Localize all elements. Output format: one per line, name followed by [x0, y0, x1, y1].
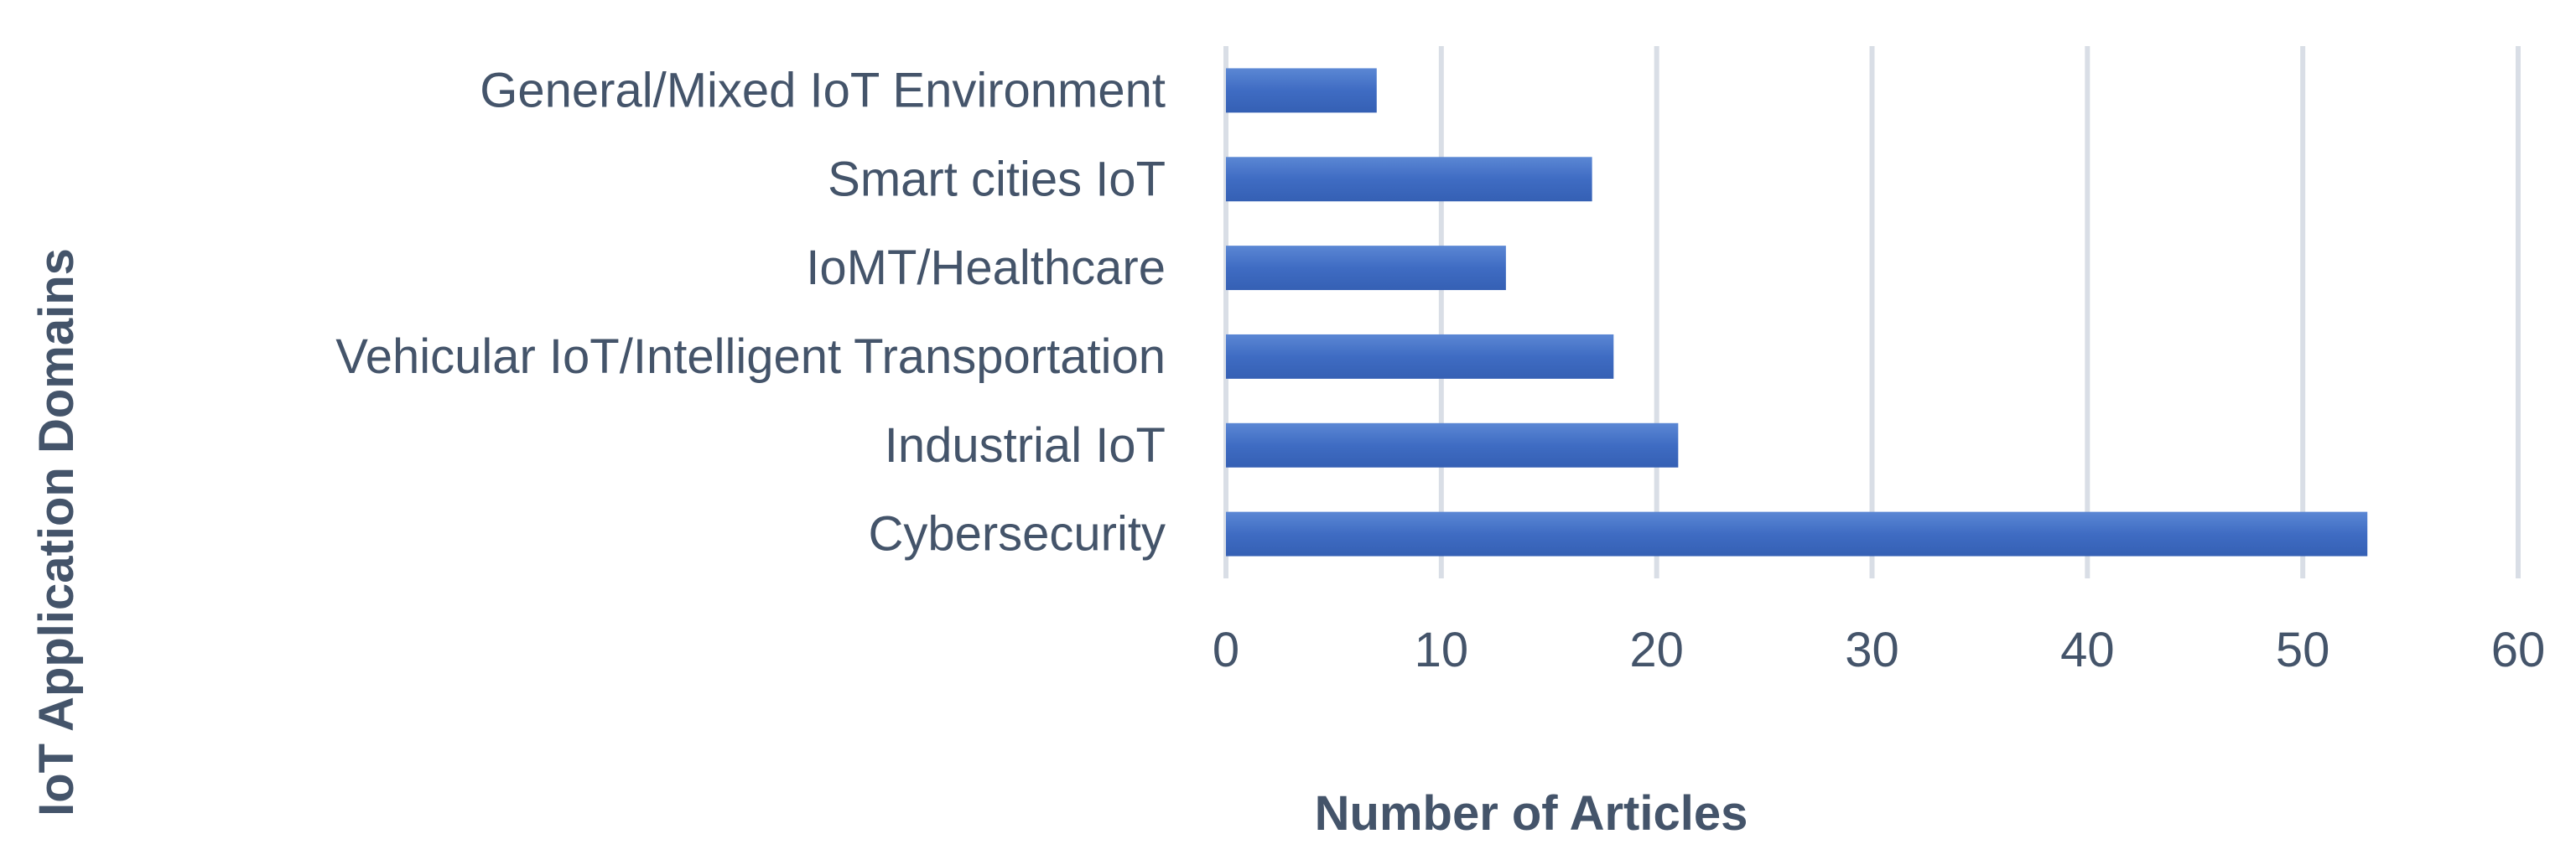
category-label: General/Mixed IoT Environment	[480, 63, 1166, 117]
y-axis-title: IoT Application Domains	[29, 248, 84, 816]
x-tick-labels: 0 10 20 30 40 50 60	[1213, 623, 2545, 677]
x-tick-label: 10	[1415, 623, 1469, 677]
x-tick-label: 50	[2276, 623, 2330, 677]
bar	[1226, 157, 1592, 202]
x-tick-label: 0	[1213, 623, 1239, 677]
bar	[1226, 334, 1614, 379]
gridlines	[1223, 46, 2521, 578]
category-label: Industrial IoT	[885, 418, 1166, 473]
bar	[1226, 246, 1506, 291]
x-tick-label: 40	[2060, 623, 2115, 677]
x-axis-title: Number of Articles	[1315, 786, 1748, 841]
category-labels: General/Mixed IoT Environment Smart citie…	[335, 63, 1166, 561]
bars	[1226, 68, 2368, 557]
bar	[1226, 422, 1679, 468]
x-tick-label: 60	[2491, 623, 2546, 677]
category-label: IoMT/Healthcare	[806, 241, 1166, 295]
bar	[1226, 511, 2368, 557]
category-label: Vehicular IoT/Intelligent Transportation	[335, 329, 1166, 384]
x-tick-label: 30	[1845, 623, 1899, 677]
bar	[1226, 68, 1377, 113]
x-tick-label: 20	[1629, 623, 1684, 677]
category-label: Cybersecurity	[868, 507, 1166, 562]
category-label: Smart cities IoT	[828, 152, 1166, 206]
